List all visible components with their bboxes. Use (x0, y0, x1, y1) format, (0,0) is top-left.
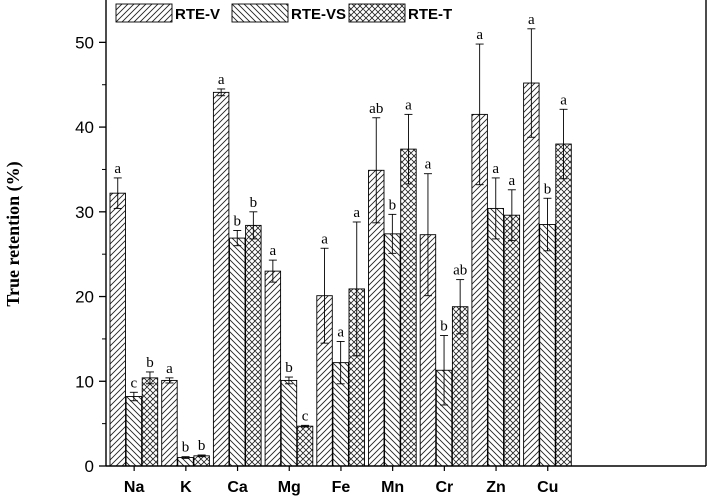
significance-label: b (250, 195, 258, 211)
significance-label: c (131, 375, 138, 391)
legend-label-rte-t: RTE-T (408, 6, 452, 23)
x-tick-label: Fe (332, 479, 351, 496)
significance-label: a (476, 27, 483, 43)
x-tick-label: Cu (537, 479, 558, 496)
y-tick-label: 20 (75, 288, 94, 307)
significance-label: a (492, 161, 499, 177)
legend-label-rte-vs: RTE-VS (291, 6, 346, 23)
bar-rte-v-k (161, 379, 178, 467)
bar-rte-v-ca (212, 91, 230, 467)
significance-label: a (353, 205, 360, 221)
significance-label: a (509, 173, 516, 189)
bar-rte-t-zn (503, 214, 521, 467)
significance-label: a (166, 361, 173, 377)
significance-label: a (528, 12, 535, 28)
significance-label: a (337, 324, 344, 340)
legend: RTE-V RTE-VS RTE-T (115, 3, 452, 23)
bar-rte-t-cu (555, 143, 572, 467)
bar-rte-t-mg (296, 425, 314, 467)
significance-label: ab (453, 263, 467, 279)
x-tick-label: Mn (381, 479, 404, 496)
axes-group: 0 10 20 30 40 50 Na K Ca Mg Fe Mn Cr Zn Cu (75, 0, 707, 496)
bar-rte-v-mg (264, 270, 282, 467)
significance-label: ab (369, 101, 383, 117)
bar-rte-vs-mn (384, 233, 401, 467)
bar-rte-vs-ca (229, 237, 246, 467)
significance-label: a (560, 92, 567, 108)
y-tick-label: 40 (75, 118, 94, 137)
legend-swatch-rte-vs (231, 3, 289, 23)
x-tick-label: Ca (227, 479, 248, 496)
y-tick-label: 50 (75, 33, 94, 52)
significance-label: b (440, 319, 448, 335)
bar-rte-t-mn (400, 148, 417, 467)
bar-rte-vs-mg (280, 379, 298, 467)
bar-rte-t-na (141, 377, 159, 467)
legend-swatch-rte-t (348, 3, 406, 23)
legend-swatch-rte-v (115, 3, 173, 23)
significance-label: b (234, 213, 242, 229)
significance-label: b (146, 355, 154, 371)
y-tick-label: 30 (75, 203, 94, 222)
significance-label: c (302, 408, 309, 424)
legend-label-rte-v: RTE-V (175, 6, 220, 23)
bar-rte-vs-na (125, 396, 143, 467)
bar-rte-vs-zn (487, 207, 504, 467)
significance-label: a (218, 72, 225, 88)
significance-label: a (114, 161, 121, 177)
x-tick-label: Zn (486, 479, 506, 496)
bar-rte-v-na (109, 192, 126, 467)
significance-label: b (389, 197, 397, 213)
significance-label: a (425, 157, 432, 173)
y-tick-label: 0 (85, 457, 94, 476)
significance-label: a (321, 231, 328, 247)
bar-rte-t-ca (245, 224, 262, 467)
significance-label: b (544, 181, 552, 197)
bar-rte-vs-cu (539, 224, 556, 467)
significance-label: a (405, 97, 412, 113)
bar-rte-t-k (193, 455, 210, 467)
significance-label: b (182, 440, 190, 456)
y-axis-title: True retention (%) (3, 161, 24, 306)
x-tick-label: Na (124, 479, 145, 496)
y-tick-label: 10 (75, 372, 94, 391)
significance-label: b (198, 438, 206, 454)
x-tick-label: Mg (278, 479, 301, 496)
significance-label: b (285, 360, 293, 376)
significance-label: a (270, 243, 277, 259)
x-tick-label: K (180, 479, 192, 496)
bar-rte-v-cu (523, 82, 540, 467)
x-tick-label: Cr (435, 479, 453, 496)
